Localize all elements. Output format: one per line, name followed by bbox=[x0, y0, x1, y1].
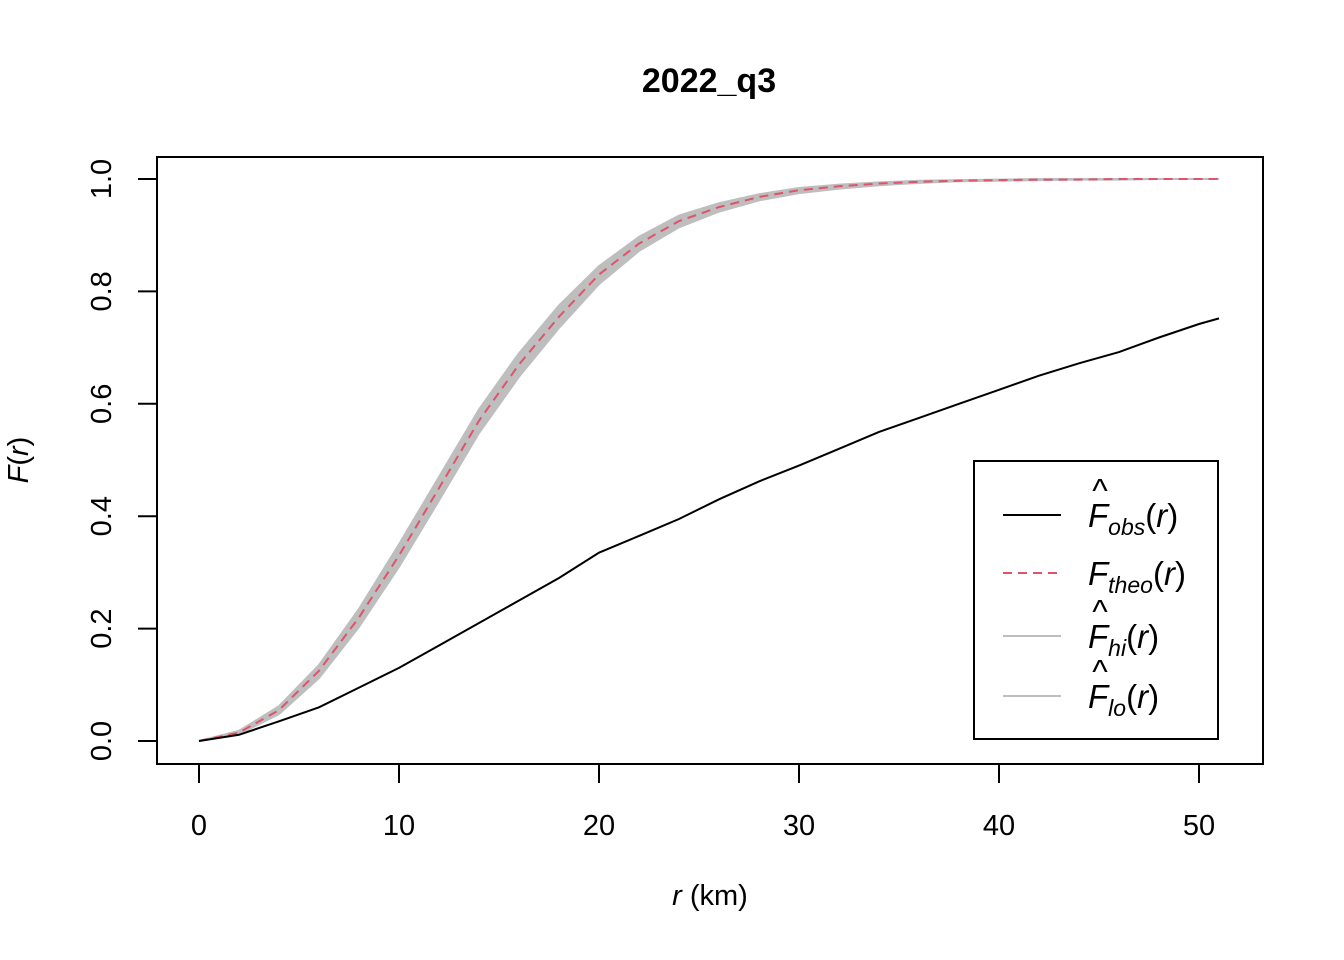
x-tick-label: 20 bbox=[583, 810, 615, 842]
series-line-theo bbox=[198, 178, 1219, 742]
y-tick-label: 0.8 bbox=[86, 271, 118, 311]
x-tick-label: 40 bbox=[983, 810, 1015, 842]
x-axis-label-var: r bbox=[672, 880, 683, 912]
series-line-obs bbox=[198, 317, 1220, 742]
y-tick-label: 1.0 bbox=[86, 159, 118, 199]
x-tick-label: 30 bbox=[783, 810, 815, 842]
x-tick-label: 50 bbox=[1183, 810, 1215, 842]
x-axis: 0 10 20 30 40 50 bbox=[191, 763, 1215, 842]
x-tick-label: 0 bbox=[191, 810, 207, 842]
y-axis: 0.0 0.2 0.4 0.6 0.8 1.0 bbox=[86, 159, 158, 761]
y-axis-label-arg: r bbox=[3, 445, 35, 456]
y-tick-label: 0.2 bbox=[86, 608, 118, 648]
legend-box bbox=[973, 460, 1219, 740]
legend-label-hi: Fhi(r) bbox=[1088, 618, 1159, 661]
legend-hat-hi: ^ bbox=[1092, 593, 1108, 630]
y-tick-label: 0.6 bbox=[86, 384, 118, 424]
y-tick-label: 0.0 bbox=[86, 721, 118, 761]
legend-label-obs: Fobs(r) bbox=[1088, 497, 1178, 540]
x-axis-label-unit: (km) bbox=[682, 880, 748, 912]
x-tick-label: 10 bbox=[383, 810, 415, 842]
y-axis-label-fn: F bbox=[3, 463, 35, 483]
legend-label-theo: Ftheo(r) bbox=[1088, 555, 1186, 598]
chart-title: 2022_q3 bbox=[642, 62, 776, 100]
y-tick-label: 0.4 bbox=[86, 496, 118, 536]
y-axis-label: F(r) bbox=[3, 437, 35, 484]
legend-hat-lo: ^ bbox=[1092, 653, 1108, 690]
legend: Fobs(r)^Ftheo(r)Fhi(r)^Flo(r)^ bbox=[973, 460, 1219, 740]
legend-label-lo: Flo(r) bbox=[1088, 678, 1159, 721]
plot-series bbox=[198, 178, 1220, 742]
legend-hat-obs: ^ bbox=[1092, 472, 1108, 509]
x-axis-label: r (km) bbox=[672, 880, 748, 912]
